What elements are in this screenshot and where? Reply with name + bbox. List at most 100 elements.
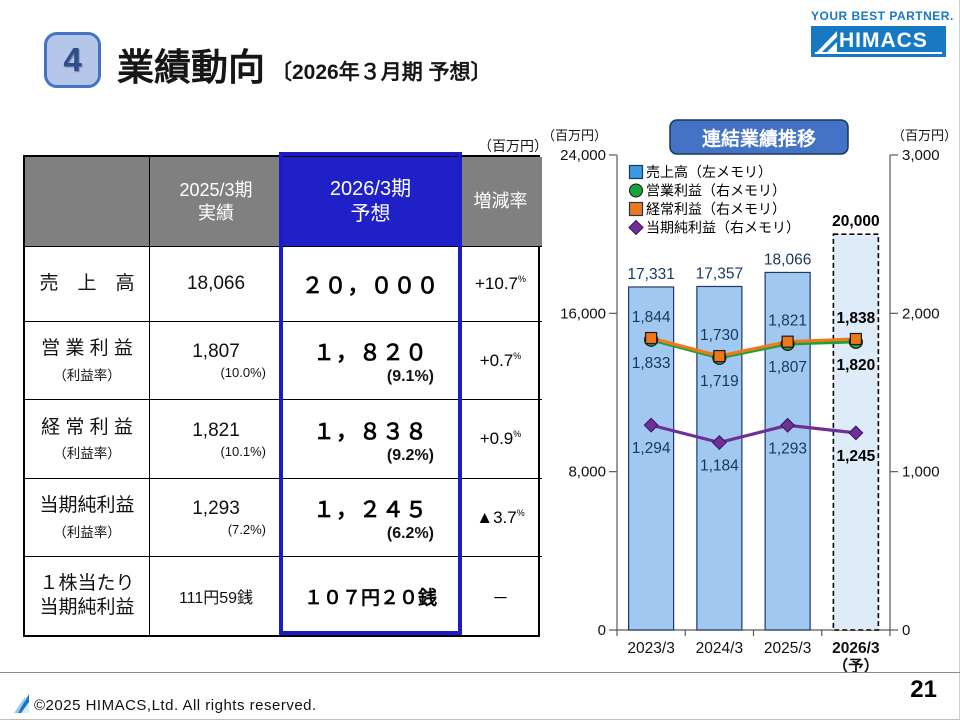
- left-axis-tick-label: 24,000: [560, 147, 606, 164]
- forecast-ordinary-income: １，８３８ (9.2%): [283, 400, 459, 479]
- left-axis-tick-label: 8,000: [568, 464, 606, 481]
- left-axis-tick-label: 0: [598, 622, 606, 639]
- col-header-forecast-line1: 2026/3期: [329, 177, 412, 200]
- diamond-marker: [711, 435, 727, 451]
- row-label-net-income: 当期純利益 （利益率）: [25, 479, 150, 557]
- series-value-label: 1,245: [836, 448, 875, 465]
- legend-item-label: 経常利益（右メモリ）: [646, 201, 786, 217]
- series-value-label: 1,294: [632, 440, 671, 457]
- square-marker: [713, 349, 726, 363]
- table-unit-label: （百万円）: [478, 138, 548, 154]
- series-value-label: 1,293: [768, 440, 807, 457]
- page-subtitle: 〔2026年３月期 予想〕: [271, 61, 492, 84]
- row-label-sales: 売 上 高: [25, 247, 150, 322]
- right-axis-tick-label: 1,000: [902, 464, 940, 481]
- legend-swatch-bar-square: [628, 164, 644, 180]
- square-marker: [781, 335, 794, 348]
- series-value-label: 1,833: [632, 355, 671, 372]
- section-number-badge: 4: [44, 32, 101, 88]
- company-logo: YOUR BEST PARTNER. HIMACS: [811, 9, 954, 57]
- series-value-label: 1,730: [700, 327, 739, 344]
- x-axis-category-label: 2026/3: [832, 640, 880, 657]
- footer-divider: [0, 672, 960, 673]
- line-営業利益（右メモリ）: [650, 338, 856, 360]
- legend-item-label: 当期純利益（右メモリ）: [646, 220, 800, 236]
- left-axis-tick-label: 16,000: [560, 305, 606, 322]
- x-axis-category-label: 2024/3: [696, 640, 743, 657]
- col-header-actual: 2025/3期 実績: [150, 157, 283, 247]
- diamond-marker: [780, 417, 796, 433]
- series-value-label: 1,807: [768, 359, 807, 376]
- legend-item-label: 売上高（左メモリ）: [646, 164, 772, 180]
- legend-item-label: 営業利益（右メモリ）: [646, 183, 786, 199]
- logo-brand-text: HIMACS: [839, 28, 928, 52]
- chart-title: 連結業績推移: [702, 127, 816, 150]
- right-axis-tick-label: 0: [902, 622, 910, 639]
- series-value-label: 1,719: [700, 373, 739, 390]
- performance-chart: 連結業績推移 （百万円） （百万円） 0 8,000 16,000 24,000 0 1,000…: [540, 118, 960, 698]
- row-label-operating-income: 営 業 利 益 （利益率）: [25, 322, 150, 400]
- col-header-change: 増減率: [459, 157, 542, 247]
- table-corner-cell: [25, 157, 150, 247]
- forecast-net-income: １，２４５ (6.2%): [283, 479, 459, 557]
- footer-logo-icon: [14, 694, 29, 713]
- bar-2025/3: [764, 271, 811, 631]
- line-経常利益（右メモリ）: [650, 336, 856, 358]
- actual-net-income: 1,293 (7.2%): [150, 479, 283, 557]
- legend-swatch-circle: [629, 183, 643, 198]
- diamond-marker: [643, 417, 659, 433]
- right-axis-tick-label: 3,000: [902, 147, 940, 164]
- actual-operating-income: 1,807 (10.0%): [150, 322, 283, 400]
- change-eps: －: [492, 588, 509, 608]
- row-label-ordinary-income: 経 常 利 益 （利益率）: [25, 400, 150, 479]
- page-number: 21: [910, 676, 937, 703]
- col-header-forecast: 2026/3期 予想: [283, 157, 459, 247]
- bar-value-label: 17,331: [627, 266, 674, 283]
- logo-box: HIMACS: [811, 26, 946, 57]
- right-axis-tick-label: 2,000: [902, 305, 940, 322]
- change-ordinary-income: +0.9%: [459, 400, 542, 479]
- forecast-eps: １０７円２０銭: [283, 557, 459, 635]
- x-axis-forecast-note: （予）: [833, 657, 880, 675]
- square-marker: [645, 331, 658, 345]
- change-operating-income: +0.7%: [459, 322, 542, 400]
- bar-value-label: 17,357: [696, 265, 743, 282]
- change-sales: +10.7%: [459, 247, 542, 322]
- col-header-actual-line2: 実績: [198, 202, 234, 223]
- logo-underline: [815, 52, 942, 54]
- col-header-actual-line1: 2025/3期: [179, 180, 253, 200]
- bar-value-label: 18,066: [764, 251, 811, 268]
- chart-svg: 連結業績推移 （百万円） （百万円） 0 8,000 16,000 24,000 0 1,000…: [542, 119, 957, 675]
- slide-header: 4 業績動向 〔2026年３月期 予想〕: [44, 32, 492, 88]
- square-marker: [849, 332, 862, 346]
- performance-table: 2025/3期 実績 2026/3期 予想 増減率 売 上 高 18,066 ２…: [23, 155, 542, 637]
- logo-sail-icon: [817, 31, 837, 52]
- x-axis-category-label: 2023/3: [627, 640, 674, 657]
- forecast-sales: ２０，０００: [283, 247, 459, 322]
- legend-swatch-square: [628, 201, 644, 217]
- series-value-label: 1,184: [700, 458, 739, 475]
- series-value-label: 1,838: [836, 310, 875, 327]
- actual-eps: 111円59銭: [150, 557, 283, 635]
- copyright-text: ©2025 HIMACS,Ltd. All rights reserved.: [34, 697, 317, 714]
- series-value-label: 1,821: [768, 313, 807, 330]
- left-axis-unit: （百万円）: [542, 128, 607, 143]
- actual-sales: 18,066: [150, 247, 283, 322]
- diamond-marker: [848, 425, 864, 441]
- chart-title-badge: [669, 119, 849, 155]
- bar-value-label: 20,000: [832, 213, 879, 230]
- series-value-label: 1,820: [836, 357, 875, 374]
- series-value-label: 1,844: [632, 309, 671, 326]
- legend-swatch-diamond: [628, 219, 644, 236]
- forecast-operating-income: １，８２０ (9.1%): [283, 322, 459, 400]
- col-header-forecast-line2: 予想: [350, 202, 391, 225]
- change-net-income: ▲3.7%: [459, 479, 542, 557]
- row-label-eps: １株当たり 当期純利益: [25, 557, 150, 635]
- bar-2024/3: [696, 285, 743, 631]
- actual-ordinary-income: 1,821 (10.1%): [150, 400, 283, 479]
- right-axis-unit: （百万円）: [892, 128, 957, 143]
- x-axis-category-label: 2025/3: [764, 640, 811, 657]
- page-title: 業績動向: [117, 47, 265, 88]
- line-当期純利益（右メモリ）: [650, 423, 857, 445]
- logo-tagline: YOUR BEST PARTNER.: [811, 9, 954, 23]
